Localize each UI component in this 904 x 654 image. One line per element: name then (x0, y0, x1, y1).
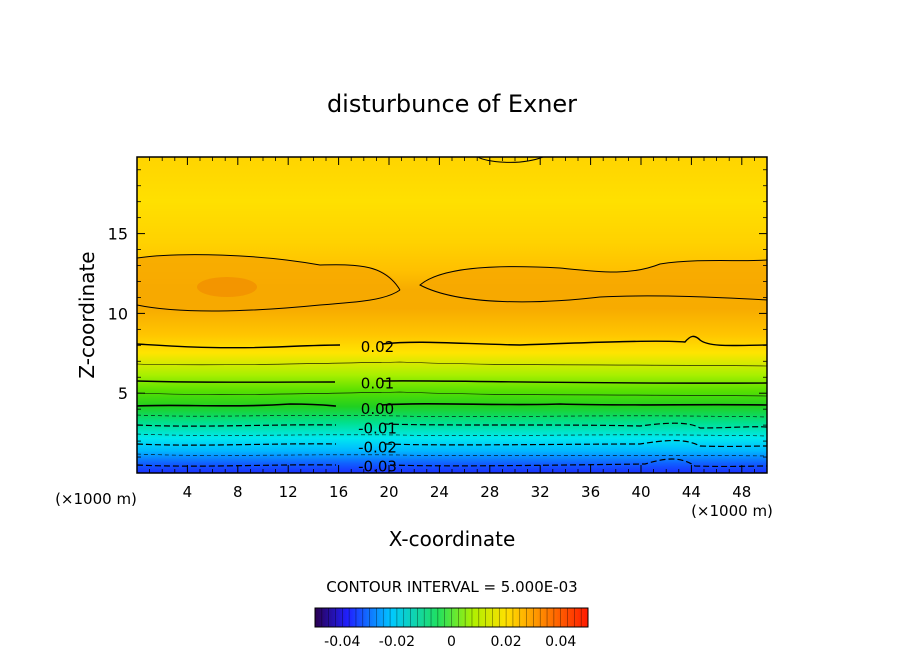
x-unit-right: (×1000 m) (691, 502, 773, 520)
plot-area: 0.02 0.01 0.00-0.01-0.02 -0.03 (137, 157, 767, 476)
contour-label: 0.01 (361, 375, 394, 393)
x-tick-label: 40 (631, 483, 650, 501)
contour-line-neg-b (137, 433, 767, 437)
colorbar-tick-label: -0.02 (379, 634, 415, 650)
x-tick-label: 8 (233, 483, 243, 501)
x-tick-label: 4 (183, 483, 193, 501)
x-axis-ticks: 4 8 12 16 20 24 28 32 36 40 44 48 (149, 157, 755, 501)
colorbar-frame (314, 607, 589, 628)
x-tick-label: 36 (581, 483, 600, 501)
contour-line-upper (137, 254, 401, 291)
contour-field (137, 157, 767, 473)
colorbar: -0.04 -0.02 0 0.02 0.04 (314, 607, 589, 650)
x-tick-label: 48 (732, 483, 751, 501)
x-tick-label: 24 (430, 483, 449, 501)
x-axis-label: X-coordinate (389, 527, 516, 551)
contour-label: 0.00 (361, 400, 394, 418)
contour-line-0.02 (137, 335, 767, 349)
contour-line-0.01 (137, 380, 767, 384)
contour-label: 0.02 (361, 338, 394, 356)
y-axis-label: Z-coordinate (75, 251, 99, 378)
contour-label: -0.02 (358, 438, 397, 456)
contour-label: -0.03 (358, 458, 397, 476)
y-axis-ticks: 5 10 15 (108, 169, 767, 458)
x-tick-label: 44 (682, 483, 701, 501)
contour-interval-text: CONTOUR INTERVAL = 5.000E-03 (326, 578, 577, 596)
orange-core-right (420, 260, 767, 302)
colorbar-stripes (314, 608, 589, 627)
contour-line-right-loop (419, 259, 767, 303)
x-tick-label: 16 (329, 483, 348, 501)
x-unit-left: (×1000 m) (55, 490, 137, 508)
x-tick-label: 32 (531, 483, 550, 501)
contour-label: -0.01 (358, 419, 397, 437)
orange-max-blob (197, 277, 257, 297)
x-tick-label: 20 (379, 483, 398, 501)
colorbar-tick-labels: -0.04 -0.02 0 0.02 0.04 (324, 634, 576, 650)
colorbar-tick-label: -0.04 (324, 634, 360, 650)
x-tick-label: 12 (279, 483, 298, 501)
contour-line-neg-a (137, 414, 767, 418)
colorbar-tick-label: 0 (447, 634, 456, 650)
y-tick-label: 10 (108, 304, 128, 323)
contour-line-0.00 (137, 403, 767, 407)
colorbar-tick-label: 0.04 (545, 634, 576, 650)
contour-line--0.01 (137, 422, 767, 429)
contour-line-thin-1 (137, 361, 767, 367)
contour-line-upper-lower (137, 289, 401, 312)
y-tick-label: 5 (118, 384, 128, 403)
top-contour-bump (477, 157, 544, 163)
contour-labels: 0.02 0.01 0.00-0.01-0.02 -0.03 (358, 338, 397, 476)
contour-line-thin-2 (137, 391, 767, 397)
orange-core-left (137, 254, 398, 311)
chart-title: disturbunce of Exner (327, 90, 577, 118)
x-tick-label: 28 (480, 483, 499, 501)
contour-line-neg-c (137, 453, 767, 457)
contour-line--0.03 (137, 458, 767, 468)
colorbar-tick-label: 0.02 (491, 634, 522, 650)
y-tick-label: 15 (108, 225, 128, 244)
contour-line--0.02 (137, 439, 767, 448)
